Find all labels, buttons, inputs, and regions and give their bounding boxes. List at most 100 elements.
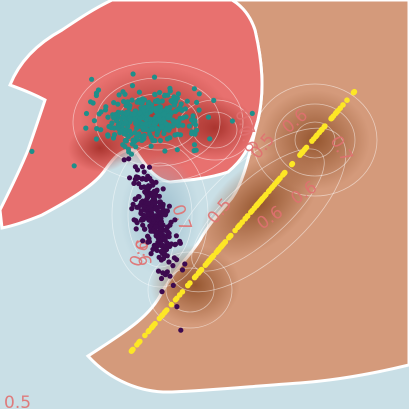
scatter-point: [166, 230, 172, 236]
scatter-point: [166, 113, 172, 119]
scatter-point: [121, 98, 127, 105]
scatter-point: [127, 117, 134, 123]
scatter-point: [131, 111, 137, 117]
scatter-point: [133, 144, 139, 150]
scatter-point: [193, 147, 199, 153]
scatter-point: [204, 260, 210, 266]
scatter-point: [105, 114, 111, 120]
scatter-point: [257, 198, 263, 205]
scatter-point: [156, 116, 163, 123]
scatter-point: [146, 99, 152, 105]
scatter-point: [155, 242, 161, 249]
scatter-point: [126, 105, 132, 111]
scatter-point: [164, 208, 170, 214]
scatter-point: [344, 97, 350, 103]
scatter-point: [154, 131, 160, 138]
scatter-point: [178, 327, 184, 333]
scatter-point: [130, 201, 136, 207]
scatter-point: [184, 98, 190, 104]
scatter-point: [150, 322, 157, 329]
scatter-point: [220, 241, 227, 247]
scatter-point: [117, 110, 123, 116]
scatter-point: [179, 267, 186, 273]
scatter-point: [153, 179, 159, 185]
scatter-point: [268, 185, 275, 192]
scatter-point: [133, 226, 139, 232]
scatter-point: [170, 282, 176, 288]
scatter-point: [145, 103, 151, 109]
scatter-point: [93, 90, 100, 96]
scatter-point: [153, 106, 159, 112]
scatter-point: [130, 71, 136, 77]
scatter-point: [150, 246, 156, 252]
scatter-point: [145, 328, 152, 335]
scatter-point: [166, 243, 172, 249]
scatter-points: [29, 71, 358, 355]
scatter-point: [196, 107, 202, 113]
scatter-point: [134, 175, 140, 181]
scatter-point: [170, 263, 176, 269]
scatter-point: [142, 332, 148, 339]
scatter-point: [172, 132, 178, 138]
scatter-point: [88, 99, 94, 105]
scatter-point: [125, 99, 131, 105]
scatter-point: [146, 236, 152, 242]
scatter-point: [173, 241, 179, 247]
scatter-point: [175, 91, 181, 97]
scatter-point: [156, 193, 162, 199]
scatter-point: [138, 208, 144, 214]
scatter-point: [157, 89, 163, 96]
scatter-point: [103, 104, 109, 110]
scatter-point: [191, 142, 198, 148]
scatter-point: [132, 196, 139, 202]
scatter-point: [167, 124, 173, 131]
scatter-point: [311, 136, 317, 142]
scatter-point: [131, 116, 138, 122]
scatter-point: [180, 122, 186, 128]
scatter-point: [142, 213, 148, 219]
scatter-point: [111, 100, 117, 106]
scatter-point: [105, 132, 111, 138]
scatter-point: [277, 175, 283, 181]
scatter-point: [123, 119, 129, 125]
scatter-point: [167, 222, 173, 228]
scatter-point: [173, 99, 179, 105]
scatter-point: [171, 94, 177, 100]
scatter-point: [173, 233, 179, 239]
scatter-point: [29, 148, 35, 154]
scatter-point: [98, 109, 104, 115]
scatter-point: [182, 261, 188, 267]
scatter-point: [158, 226, 164, 232]
scatter-point: [152, 193, 158, 199]
scatter-point: [242, 215, 249, 222]
scatter-point: [168, 98, 174, 104]
scatter-point: [159, 289, 165, 295]
scatter-point: [193, 273, 199, 279]
scatter-point: [131, 180, 137, 186]
scatter-point: [172, 108, 179, 114]
scatter-point: [205, 114, 212, 120]
scatter-point: [351, 89, 357, 96]
scatter-point: [237, 222, 243, 228]
scatter-point: [160, 206, 166, 212]
scatter-point: [148, 251, 154, 257]
scatter-point: [179, 289, 186, 295]
scatter-point: [159, 124, 165, 130]
scatter-point: [303, 144, 310, 151]
scatter-point: [171, 255, 177, 261]
scatter-point: [158, 215, 164, 221]
scatter-point: [340, 102, 346, 108]
scatter-point: [94, 126, 100, 132]
scatter-point: [167, 88, 173, 94]
scatter-point: [289, 160, 296, 167]
scatter-point: [146, 217, 152, 223]
scatter-point: [141, 132, 147, 139]
scatter-point: [129, 206, 135, 212]
scatter-point: [140, 175, 146, 182]
scatter-point: [300, 148, 306, 155]
scatter-point: [159, 247, 165, 254]
scatter-point: [163, 121, 169, 127]
scatter-point: [98, 127, 104, 133]
scatter-point: [153, 229, 159, 235]
